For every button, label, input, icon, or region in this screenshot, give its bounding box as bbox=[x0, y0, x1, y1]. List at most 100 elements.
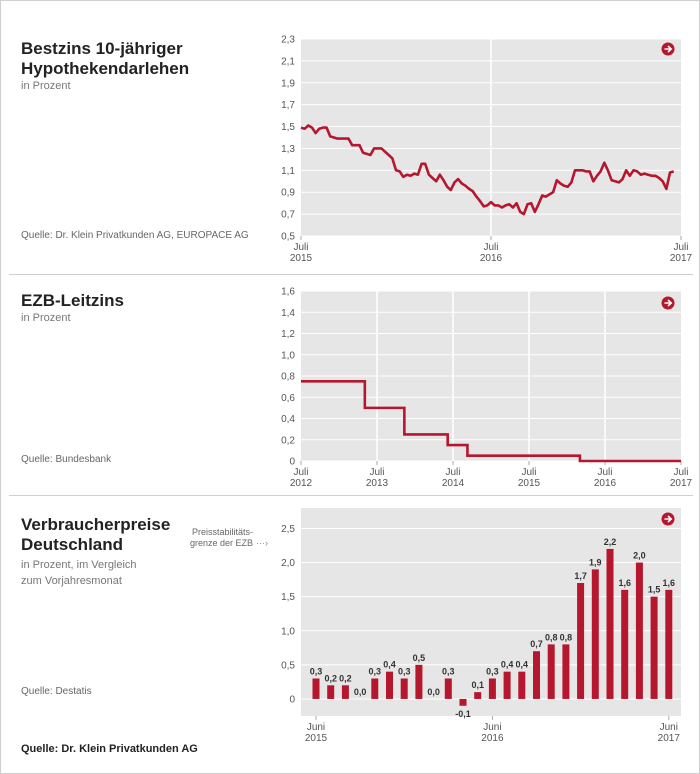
bar bbox=[577, 583, 585, 699]
x-tick-year: 2017 bbox=[670, 478, 693, 489]
x-tick-month: Juli bbox=[673, 242, 688, 253]
bar bbox=[444, 678, 452, 699]
arrow-right-circle-icon[interactable] bbox=[661, 42, 675, 56]
series-line bbox=[300, 124, 675, 216]
bar bbox=[474, 692, 482, 699]
x-tick-year: 2016 bbox=[594, 478, 617, 489]
bar bbox=[621, 589, 629, 699]
ecb-rate-chart: 1,61,41,21,00,80,60,40,20Juli2012Juli201… bbox=[281, 287, 693, 490]
cpi-title: Verbraucherpreise Deutschland bbox=[21, 515, 170, 555]
bar bbox=[562, 644, 570, 699]
data-label: 0,4 bbox=[501, 660, 514, 670]
cpi-subtitle: in Prozent, im Vergleich zum Vorjahresmo… bbox=[21, 557, 137, 589]
y-tick-label: 0,7 bbox=[281, 210, 295, 221]
data-label: 1,9 bbox=[589, 557, 602, 567]
x-tick-month: Juli bbox=[597, 467, 612, 478]
arrow-right-circle-icon[interactable] bbox=[661, 296, 675, 310]
y-tick-label: 1,1 bbox=[281, 166, 295, 177]
x-tick-year: 2015 bbox=[290, 253, 313, 264]
y-tick-label: 0 bbox=[289, 694, 295, 705]
annotation-line1: Preisstabilitäts- bbox=[192, 527, 253, 537]
cpi-subtitle-line2: zum Vorjahresmonat bbox=[21, 575, 122, 587]
y-tick-label: 0,8 bbox=[281, 372, 295, 383]
x-tick-month: Juli bbox=[369, 467, 384, 478]
y-tick-label: 1,7 bbox=[281, 100, 295, 111]
bar bbox=[312, 678, 320, 699]
bar bbox=[518, 671, 526, 699]
y-tick-label: 1,2 bbox=[281, 329, 295, 340]
x-tick-month: Juni bbox=[483, 722, 501, 733]
x-tick-month: Juli bbox=[293, 467, 308, 478]
bar bbox=[547, 644, 555, 699]
data-label: 0,3 bbox=[369, 666, 382, 676]
mortgage-source: Quelle: Dr. Klein Privatkunden AG, EUROP… bbox=[21, 230, 249, 241]
y-tick-label: 0,2 bbox=[281, 435, 295, 446]
data-label: 1,6 bbox=[618, 578, 631, 588]
cpi-source: Quelle: Destatis bbox=[21, 686, 92, 697]
data-label: 0,0 bbox=[354, 687, 367, 697]
mortgage-rate-chart: 2,32,11,91,71,51,31,10,90,70,5Juli2015Ju… bbox=[281, 35, 693, 265]
x-tick-year: 2017 bbox=[658, 733, 681, 741]
cpi-chart: 2,52,01,51,00,50Juni2015Juni2016Juni2017… bbox=[190, 508, 681, 741]
y-tick-label: 0,5 bbox=[281, 232, 295, 243]
x-tick-month: Juli bbox=[293, 242, 308, 253]
bar bbox=[503, 671, 511, 699]
bar bbox=[650, 596, 658, 699]
annotation-line2: grenze der EZB bbox=[190, 538, 253, 548]
data-label: 2,2 bbox=[604, 537, 617, 547]
x-tick-month: Juli bbox=[483, 242, 498, 253]
arrow-right-circle-icon[interactable] bbox=[661, 512, 675, 526]
y-tick-label: 0,4 bbox=[281, 414, 295, 425]
data-label: 0,1 bbox=[471, 680, 484, 690]
x-tick-year: 2012 bbox=[290, 478, 313, 489]
cpi-subtitle-line1: in Prozent, im Vergleich bbox=[21, 559, 137, 571]
cpi-title-line1: Verbraucherpreise bbox=[21, 515, 171, 534]
bar bbox=[327, 685, 335, 699]
bar bbox=[371, 678, 379, 699]
y-tick-label: 0,5 bbox=[281, 660, 295, 671]
ecb-source: Quelle: Bundesbank bbox=[21, 454, 112, 465]
bar bbox=[341, 685, 349, 699]
x-tick-year: 2017 bbox=[670, 253, 693, 264]
data-label: 0,2 bbox=[339, 673, 352, 683]
data-label: 2,0 bbox=[633, 551, 646, 561]
y-tick-label: 2,1 bbox=[281, 56, 295, 67]
data-label: 1,7 bbox=[574, 571, 587, 581]
bar bbox=[533, 651, 540, 699]
y-tick-label: 1,5 bbox=[281, 592, 295, 603]
mortgage-rate-panel: Bestzins 10-jähriger Hypothekendarlehen … bbox=[1, 1, 700, 271]
data-label: 0,3 bbox=[486, 666, 499, 676]
y-tick-label: 1,4 bbox=[281, 308, 295, 319]
y-tick-label: 1,5 bbox=[281, 122, 295, 133]
mortgage-title-line1: Bestzins 10-jähriger bbox=[21, 39, 183, 58]
ecb-title: EZB-Leitzins bbox=[21, 291, 124, 310]
annotation-arrow: ···› bbox=[256, 538, 268, 548]
y-tick-label: 2,5 bbox=[281, 524, 295, 535]
data-label: 0,7 bbox=[530, 639, 543, 649]
data-label: 0,3 bbox=[442, 666, 455, 676]
bar bbox=[459, 698, 467, 706]
data-label: 0,3 bbox=[398, 666, 411, 676]
x-tick-month: Juli bbox=[521, 467, 536, 478]
series-line bbox=[301, 380, 681, 463]
data-label: 0,3 bbox=[310, 666, 323, 676]
divider bbox=[9, 495, 693, 496]
y-tick-label: 0,6 bbox=[281, 393, 295, 404]
bar bbox=[415, 664, 423, 699]
mortgage-title: Bestzins 10-jähriger Hypothekendarlehen bbox=[21, 39, 189, 79]
bar bbox=[591, 569, 599, 699]
ecb-rate-panel: EZB-Leitzins in Prozent Quelle: Bundesba… bbox=[1, 1, 700, 491]
footer-source: Quelle: Dr. Klein Privatkunden AG bbox=[21, 743, 198, 755]
data-label: 1,6 bbox=[663, 578, 676, 588]
x-tick-month: Juni bbox=[307, 722, 325, 733]
mortgage-title-line2: Hypothekendarlehen bbox=[21, 59, 190, 78]
x-tick-year: 2014 bbox=[442, 478, 465, 489]
y-tick-label: 2,0 bbox=[281, 558, 295, 569]
bar bbox=[488, 678, 496, 699]
y-tick-label: 0,9 bbox=[281, 188, 295, 199]
data-label: 0,8 bbox=[545, 632, 558, 642]
y-tick-label: 1,6 bbox=[281, 287, 295, 298]
y-tick-label: 2,3 bbox=[281, 35, 295, 46]
data-label: -0,1 bbox=[455, 709, 471, 719]
